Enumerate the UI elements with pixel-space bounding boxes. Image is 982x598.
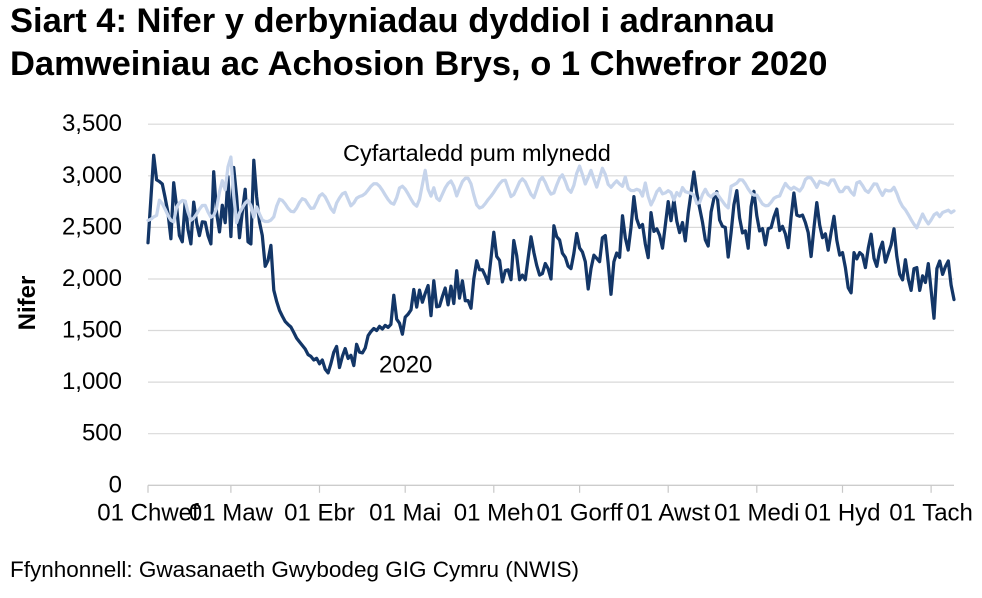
svg-text:3,500: 3,500	[62, 110, 122, 137]
svg-text:01 Hyd: 01 Hyd	[804, 500, 880, 527]
svg-text:3,000: 3,000	[62, 162, 122, 189]
svg-text:01 Chwef: 01 Chwef	[97, 500, 199, 527]
svg-text:Nifer: Nifer	[14, 276, 41, 331]
svg-text:Damweiniau ac Achosion Brys, o: Damweiniau ac Achosion Brys, o 1 Chwefro…	[10, 45, 827, 83]
svg-text:1,500: 1,500	[62, 317, 122, 344]
svg-text:01 Gorff: 01 Gorff	[536, 500, 623, 527]
svg-text:01 Ebr: 01 Ebr	[284, 500, 355, 527]
svg-text:2,000: 2,000	[62, 265, 122, 292]
svg-text:01 Medi: 01 Medi	[714, 500, 799, 527]
svg-text:2,500: 2,500	[62, 213, 122, 240]
svg-text:Ffynhonnell: Gwasanaeth Gwybod: Ffynhonnell: Gwasanaeth Gwybodeg GIG Cym…	[10, 557, 579, 582]
svg-text:2020: 2020	[379, 352, 432, 379]
svg-text:01 Mai: 01 Mai	[369, 500, 441, 527]
svg-text:01 Awst: 01 Awst	[626, 500, 710, 527]
svg-text:Cyfartaledd pum mlynedd: Cyfartaledd pum mlynedd	[343, 140, 611, 166]
svg-text:500: 500	[82, 420, 122, 447]
svg-text:01 Maw: 01 Maw	[189, 500, 274, 527]
svg-text:Siart 4: Nifer y derbyniadau d: Siart 4: Nifer y derbyniadau dyddiol i a…	[10, 2, 775, 40]
svg-text:01 Meh: 01 Meh	[454, 500, 534, 527]
svg-text:01 Tach: 01 Tach	[889, 500, 973, 527]
svg-text:0: 0	[109, 471, 122, 498]
svg-text:1,000: 1,000	[62, 368, 122, 395]
